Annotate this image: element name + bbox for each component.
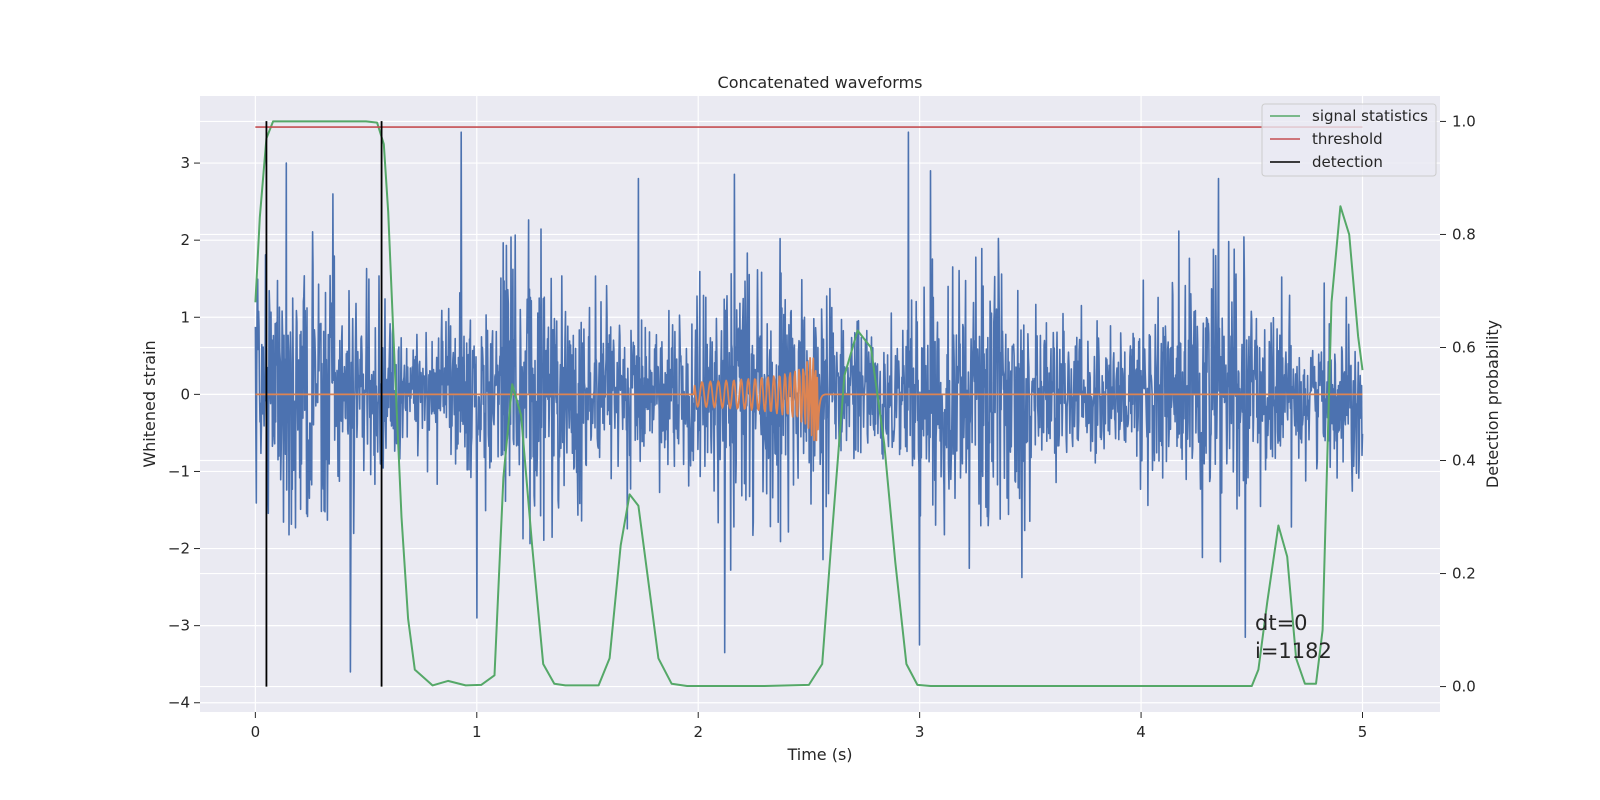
legend-label-signal: signal statistics	[1312, 107, 1428, 125]
signal-statistics-line	[254, 120, 1364, 687]
y2-tick-label-0: 0.0	[1452, 678, 1476, 696]
x-tick-label-1: 1	[472, 723, 482, 741]
y2-tick-label-1: 0.2	[1452, 565, 1476, 583]
x-tick-label-4: 4	[1136, 723, 1146, 741]
ticks: 0 1 2 3 4 5 −4 −3 −2 −1 0 1 2 3 0.0 0.2 0.4 0.6 0.8 1.0	[168, 112, 1476, 741]
legend-label-detection: detection	[1312, 153, 1383, 171]
chart-title: Concatenated waveforms	[718, 73, 923, 92]
x-tick-label-3: 3	[915, 723, 925, 741]
annotation-index: i=1182	[1255, 639, 1332, 663]
x-axis-label: Time (s)	[786, 745, 852, 764]
chirp-waveform-line	[255, 357, 1363, 442]
legend: signal statistics threshold detection	[1261, 103, 1437, 177]
y-tick-label-3: −1	[168, 462, 190, 480]
y-tick-label-2: −2	[168, 540, 190, 558]
x-tick-label-2: 2	[693, 723, 703, 741]
x-tick-label-0: 0	[251, 723, 261, 741]
legend-label-threshold: threshold	[1312, 130, 1383, 148]
y-tick-label-7: 3	[180, 154, 190, 172]
y-tick-label-5: 1	[180, 308, 190, 326]
x-tick-label-5: 5	[1358, 723, 1368, 741]
y2-tick-label-4: 0.8	[1452, 225, 1476, 243]
y-tick-label-4: 0	[180, 385, 190, 403]
y2-tick-label-5: 1.0	[1452, 112, 1476, 130]
y-tick-label-1: −3	[168, 617, 190, 635]
y-axis-label: Whitened strain	[140, 340, 159, 467]
y2-tick-label-2: 0.4	[1452, 452, 1476, 470]
y2-axis-label: Detection probability	[1483, 320, 1502, 488]
annotation-dt: dt=0	[1255, 611, 1308, 635]
legend-box	[1261, 103, 1437, 177]
traces	[254, 120, 1364, 687]
y2-tick-label-3: 0.6	[1452, 338, 1476, 356]
y-tick-label-6: 2	[180, 231, 190, 249]
y-tick-label-0: −4	[168, 694, 190, 712]
